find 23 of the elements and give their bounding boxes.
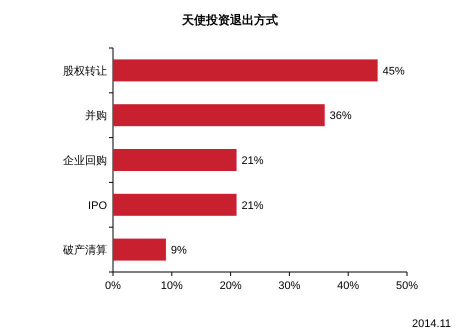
x-tick-label: 10% [160,280,184,292]
data-label: 36% [330,110,352,122]
y-tick-label: 企业回购 [63,154,107,167]
x-tick-label: 40% [337,280,360,292]
y-tick-label: 破产清算 [62,244,107,257]
text: 2014.11 [412,318,451,330]
x-tick-label: 30% [278,280,301,292]
bar [113,59,378,82]
data-label: 21% [241,155,264,167]
bar [113,238,166,261]
bar [113,149,236,171]
chart-title: 天使投资退出方式 [181,13,278,27]
bar [113,104,325,126]
data-label: 45% [382,65,405,78]
y-tick-label: 并购 [85,109,107,122]
y-tick-label: 股权转让 [63,64,107,78]
data-label: 21% [241,200,264,212]
bar [113,194,236,216]
x-tick-label: 0% [105,280,122,292]
x-tick-label: 20% [220,280,242,292]
x-tick-label: 50% [396,280,418,292]
data-label: 9% [170,244,188,257]
y-tick-label: IPO [88,200,108,212]
